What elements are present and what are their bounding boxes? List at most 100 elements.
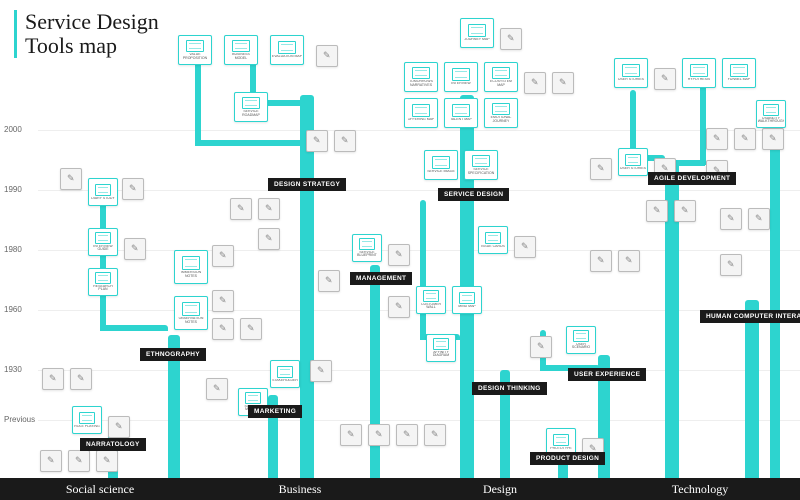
tool-card-placeholder[interactable]	[316, 45, 338, 67]
tool-card-placeholder[interactable]	[212, 290, 234, 312]
tool-card[interactable]: SERVICE ROADMAP	[234, 92, 268, 122]
branch-label: AGILE DEVELOPMENT	[648, 172, 736, 185]
tool-card-placeholder[interactable]	[310, 360, 332, 382]
tool-card-placeholder[interactable]	[122, 178, 144, 200]
tool-card[interactable]: VALUE PROPOSITION	[178, 35, 212, 65]
tool-card-label: VALUE PROPOSITION	[180, 53, 210, 60]
tool-card-placeholder[interactable]	[40, 450, 62, 472]
pencil-icon	[237, 205, 245, 213]
tool-icon	[182, 256, 200, 270]
tool-card-placeholder[interactable]	[230, 198, 252, 220]
tool-card-label: SERVICE IMAGE	[427, 170, 455, 174]
tool-icon	[95, 232, 110, 244]
tool-card-placeholder[interactable]	[258, 198, 280, 220]
tool-card[interactable]: IMMERSION NOTES	[174, 250, 208, 284]
tool-card-label: JOURNEY MAP	[464, 38, 489, 42]
tool-card-placeholder[interactable]	[762, 128, 784, 150]
tool-card[interactable]: OBSERVATION NOTES	[174, 296, 208, 330]
tool-card[interactable]: BUSINESS MODEL	[224, 35, 258, 65]
tool-card[interactable]: USER STORIES	[614, 58, 648, 88]
tool-card[interactable]: STAKEHOLDER	[270, 360, 300, 388]
pencil-icon	[77, 375, 85, 383]
tool-card[interactable]: USER STORIES	[618, 148, 648, 176]
tool-card-placeholder[interactable]	[646, 200, 668, 222]
tool-card-placeholder[interactable]	[618, 250, 640, 272]
tool-card[interactable]: CUSTOMER WALL	[416, 286, 446, 314]
tool-card-placeholder[interactable]	[552, 72, 574, 94]
tool-card-placeholder[interactable]	[524, 72, 546, 94]
tool-card[interactable]: RESEARCH PLAN	[88, 268, 118, 296]
tool-card-placeholder[interactable]	[340, 424, 362, 446]
tool-card-placeholder[interactable]	[306, 130, 328, 152]
tool-card-placeholder[interactable]	[530, 336, 552, 358]
tool-card-placeholder[interactable]	[68, 450, 90, 472]
tool-card-placeholder[interactable]	[396, 424, 418, 446]
tool-card-placeholder[interactable]	[212, 245, 234, 267]
tool-card[interactable]: INTERVIEW GUIDE	[88, 228, 118, 256]
design-branch-1	[420, 200, 426, 340]
tool-card-placeholder[interactable]	[748, 208, 770, 230]
tool-card-placeholder[interactable]	[334, 130, 356, 152]
tool-card-label: SERVICE ROADMAP	[236, 110, 266, 117]
branch-label: USER EXPERIENCE	[568, 368, 646, 381]
tool-card[interactable]: TALENT MAP	[444, 98, 478, 128]
pencil-icon	[597, 257, 605, 265]
tool-card-placeholder[interactable]	[720, 208, 742, 230]
tool-card-placeholder[interactable]	[514, 236, 536, 258]
pencil-icon	[129, 185, 137, 193]
pencil-icon	[75, 457, 83, 465]
tool-card-placeholder[interactable]	[500, 28, 522, 50]
tool-card-placeholder[interactable]	[96, 450, 118, 472]
tool-card[interactable]: MIND MAP	[452, 286, 482, 314]
tool-card-placeholder[interactable]	[674, 200, 696, 222]
tool-card[interactable]: AFFINITY DIAGRAM	[426, 334, 456, 362]
tool-card[interactable]: USABILITY WALKTHROUGH	[756, 100, 786, 128]
tool-card-placeholder[interactable]	[70, 368, 92, 390]
tool-card[interactable]: TOMORROWS NARRATIVES	[404, 62, 438, 92]
tool-card-label: AFFINITY DIAGRAM	[428, 351, 455, 358]
tool-card-placeholder[interactable]	[212, 318, 234, 340]
tool-card[interactable]: JOURNEY MAP	[460, 18, 494, 48]
tool-card-placeholder[interactable]	[108, 416, 130, 438]
tool-card-placeholder[interactable]	[734, 128, 756, 150]
ds-hconn-left	[195, 140, 305, 146]
tool-card[interactable]: EVALUATION MAP	[270, 35, 304, 65]
tool-card-placeholder[interactable]	[60, 168, 82, 190]
tool-icon	[245, 392, 260, 404]
tool-card-label: RESEARCH PLAN	[90, 285, 117, 292]
tool-card-label: EMOTIONAL JOURNEY	[486, 116, 516, 123]
tool-card[interactable]: HYPOTHESIS	[682, 58, 716, 88]
tool-card-label: PROTOTYPE	[550, 447, 572, 451]
tool-card-placeholder[interactable]	[424, 424, 446, 446]
x-category: Business	[200, 478, 400, 500]
tool-card[interactable]: DIARY STUDY	[88, 178, 118, 206]
pencil-icon	[537, 343, 545, 351]
tool-card[interactable]: EMOTIONAL JOURNEY	[484, 98, 518, 128]
tool-card-label: OBSERVATION NOTES	[176, 317, 206, 324]
tool-card[interactable]: INTERVIEW	[444, 62, 478, 92]
tool-card[interactable]: SERVICE IMAGE	[424, 150, 458, 180]
tool-card[interactable]: SERVICE SPECIFICATION	[464, 150, 498, 180]
pencil-icon	[49, 375, 57, 383]
tool-card-placeholder[interactable]	[590, 250, 612, 272]
tool-card-placeholder[interactable]	[42, 368, 64, 390]
tool-card[interactable]: ECOSYSTEM MAP	[484, 62, 518, 92]
tool-card[interactable]: SERVICE BLUEPRINT	[352, 234, 382, 262]
tool-card-placeholder[interactable]	[654, 68, 676, 90]
tool-card[interactable]: ROLE PLAYING	[72, 406, 102, 434]
tool-card-placeholder[interactable]	[206, 378, 228, 400]
tool-card-placeholder[interactable]	[706, 128, 728, 150]
tool-card-placeholder[interactable]	[240, 318, 262, 340]
tool-card-placeholder[interactable]	[388, 296, 410, 318]
tool-card-placeholder[interactable]	[124, 238, 146, 260]
tool-card[interactable]: ISSUE CARDS	[478, 226, 508, 254]
tool-card[interactable]: USER SCENARIO	[566, 326, 596, 354]
tool-card-placeholder[interactable]	[318, 270, 340, 292]
tool-card-placeholder[interactable]	[368, 424, 390, 446]
tool-card[interactable]: OFFERING MAP	[404, 98, 438, 128]
tool-card-placeholder[interactable]	[720, 254, 742, 276]
tool-card-placeholder[interactable]	[590, 158, 612, 180]
tool-card-placeholder[interactable]	[258, 228, 280, 250]
tool-card[interactable]: FUNNEL MAP	[722, 58, 756, 88]
tool-card-placeholder[interactable]	[388, 244, 410, 266]
